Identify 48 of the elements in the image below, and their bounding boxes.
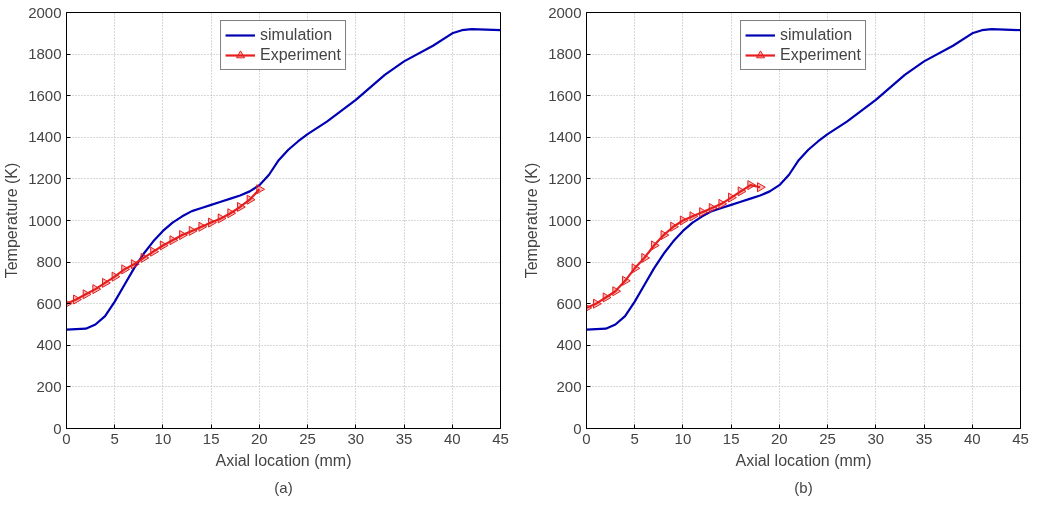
x-axis-title: Axial location (mm) [215, 451, 352, 469]
y-tick-label: 1400 [28, 128, 62, 146]
y-tick-label: 600 [36, 294, 62, 312]
text: (a) [274, 478, 293, 496]
y-tick-label: 2000 [548, 3, 582, 21]
y-tick-label: 400 [36, 336, 62, 354]
x-tick-label: 5 [110, 429, 119, 447]
y-axis-title: Temperature (K) [523, 162, 541, 279]
y-tick-label: 1600 [28, 86, 62, 104]
text: (b) [794, 478, 813, 496]
x-tick-label: 15 [722, 429, 740, 447]
x-tick-label: 20 [771, 429, 788, 447]
x-tick-label: 25 [819, 429, 836, 447]
y-tick-label: 600 [556, 294, 582, 312]
y-tick-label: 200 [36, 377, 62, 395]
x-tick-label: 35 [395, 429, 413, 447]
legend-label: simulation [780, 26, 853, 44]
legend-label: Experiment [260, 46, 341, 64]
y-tick-label: 200 [556, 377, 582, 395]
legend-label: simulation [260, 26, 333, 44]
y-tick-label: 1000 [548, 211, 582, 229]
x-tick-label: 30 [867, 429, 885, 447]
x-tick-label: 5 [630, 429, 639, 447]
y-tick-label: 1200 [28, 169, 62, 187]
x-tick-label: 45 [1012, 429, 1029, 447]
y-tick-label: 1000 [28, 211, 62, 229]
y-tick-label: 800 [556, 253, 582, 271]
x-tick-label: 45 [492, 429, 509, 447]
y-tick-label: 400 [556, 336, 582, 354]
legend-label: Experiment [780, 46, 861, 64]
y-tick-label: 800 [36, 253, 62, 271]
x-tick-label: 20 [251, 429, 268, 447]
y-tick-label: 1800 [28, 45, 62, 63]
x-tick-label: 10 [674, 429, 692, 447]
x-tick-label: 30 [347, 429, 365, 447]
y-axis-title: Temperature (K) [3, 162, 21, 279]
x-tick-label: 10 [154, 429, 172, 447]
x-tick-label: 15 [202, 429, 220, 447]
x-tick-label: 35 [915, 429, 933, 447]
x-tick-label: 25 [299, 429, 316, 447]
y-tick-label: 1600 [548, 86, 582, 104]
y-tick-label: 2000 [28, 3, 62, 21]
x-axis-title: Axial location (mm) [735, 451, 872, 469]
y-tick-label: 1400 [548, 128, 582, 146]
x-tick-label: 40 [443, 429, 461, 447]
y-tick-label: 1200 [548, 169, 582, 187]
x-tick-label: 40 [963, 429, 981, 447]
y-tick-label: 1800 [548, 45, 582, 63]
